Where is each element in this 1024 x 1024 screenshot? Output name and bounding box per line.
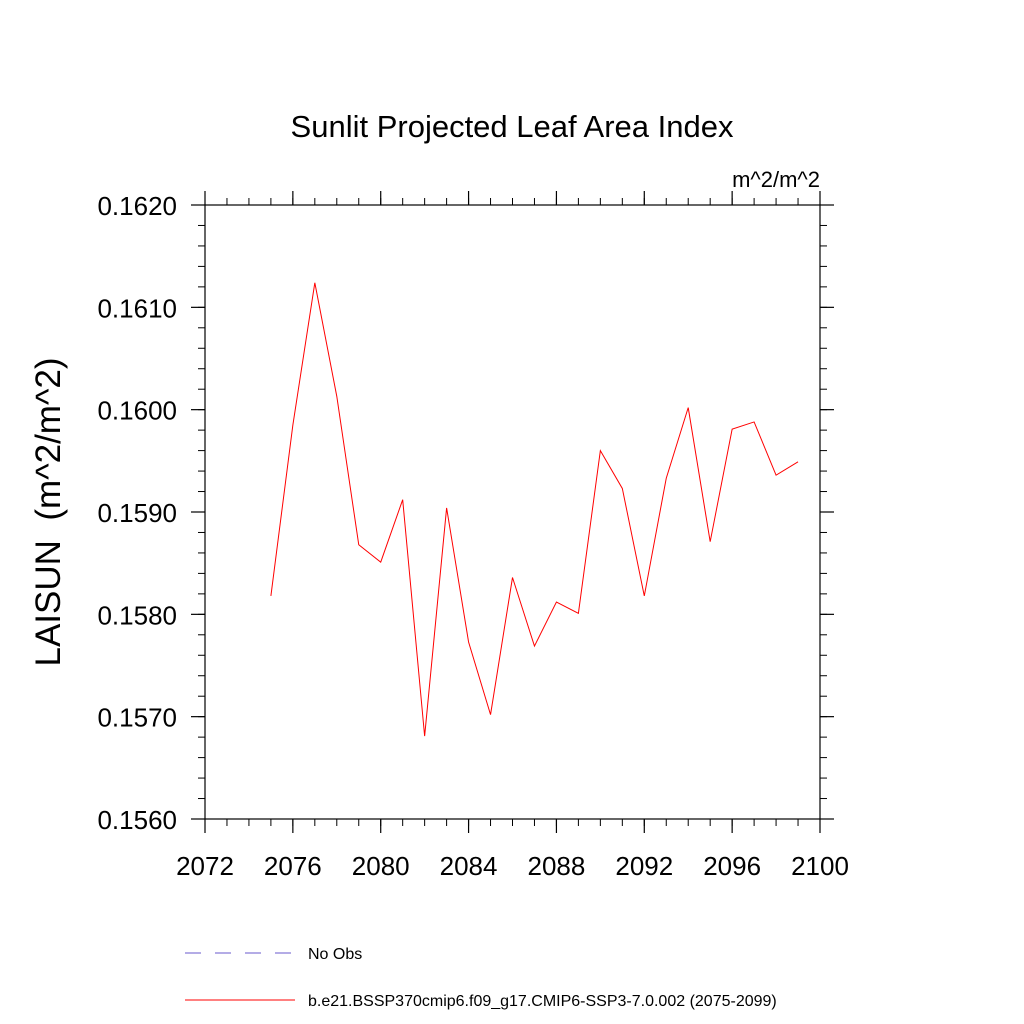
data-point [732, 429, 733, 430]
data-point [556, 601, 557, 602]
legend: No Obs b.e21.BSSP370cmip6.f09_g17.CMIP6-… [185, 946, 777, 1010]
y-tick-label: 0.1590 [97, 498, 177, 528]
data-point [314, 282, 315, 283]
data-point [336, 396, 337, 397]
data-point [622, 488, 623, 489]
data-point [688, 407, 689, 408]
data-point [666, 478, 667, 479]
x-tick-label: 2092 [615, 851, 673, 881]
data-point [358, 544, 359, 545]
x-tick-label: 2084 [440, 851, 498, 881]
data-point [775, 475, 776, 476]
x-tick-label: 2072 [176, 851, 234, 881]
x-tick-label: 2088 [528, 851, 586, 881]
x-minor-ticks [204, 198, 821, 826]
y-axis-ticks: 0.1560 0.1570 0.1580 0.1590 0.1600 0.1610 0.16… [97, 191, 834, 835]
data-point [644, 595, 645, 596]
data-point [512, 577, 513, 578]
legend-label-no-obs: No Obs [308, 946, 362, 963]
y-axis-label: LAISUN (m^2/m^2) [29, 357, 68, 666]
y-tick-label: 0.1560 [97, 805, 177, 835]
legend-label-model: b.e21.BSSP370cmip6.f09_g17.CMIP6-SSP3-7.… [308, 993, 777, 1010]
data-point [402, 499, 403, 500]
chart-title: Sunlit Projected Leaf Area Index [291, 109, 734, 144]
data-point [292, 424, 293, 425]
data-point [468, 641, 469, 642]
y-minor-ticks [198, 204, 827, 820]
x-tick-label: 2096 [703, 851, 761, 881]
x-tick-label: 2080 [352, 851, 410, 881]
y-tick-label: 0.1570 [97, 703, 177, 733]
series-layer [270, 282, 799, 737]
data-point [424, 736, 425, 737]
units-label: m^2/m^2 [732, 167, 820, 192]
data-point [710, 541, 711, 542]
y-tick-label: 0.1610 [97, 293, 177, 323]
data-point [380, 562, 381, 563]
data-point [446, 507, 447, 508]
plot-frame [204, 204, 821, 820]
data-point [754, 421, 755, 422]
x-axis-ticks: 2072 2076 2080 2084 2088 2092 2096 2100 [176, 191, 849, 881]
data-point [797, 461, 798, 462]
y-tick-label: 0.1580 [97, 600, 177, 630]
data-point [490, 714, 491, 715]
x-tick-label: 2100 [791, 851, 849, 881]
x-tick-label: 2076 [264, 851, 322, 881]
y-tick-label: 0.1620 [97, 191, 177, 221]
series-line-0 [270, 282, 799, 737]
data-point [270, 595, 271, 596]
data-point [600, 450, 601, 451]
data-point [578, 613, 579, 614]
y-tick-label: 0.1600 [97, 396, 177, 426]
data-point [534, 645, 535, 646]
